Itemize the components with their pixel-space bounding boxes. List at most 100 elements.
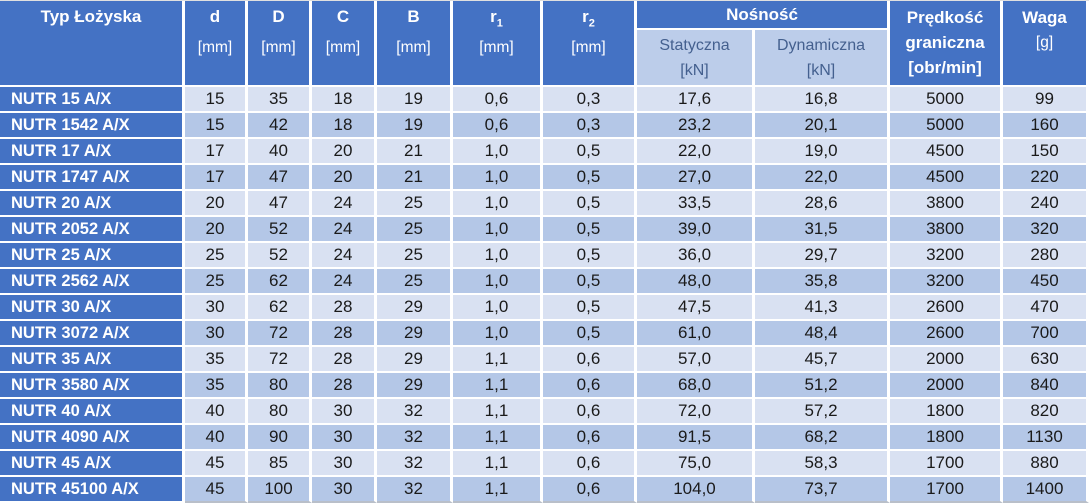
value-cell: 31,5 [755,217,891,243]
value-cell: 68,2 [755,425,891,451]
value-cell: 25 [377,243,453,269]
col-header-dynamic-load-label: Dynamiczna [776,36,866,54]
value-cell: 0,5 [543,165,637,191]
table-row: NUTR 3580 A/X 35 80 28 29 1,1 0,6 68,0 51,2 2000 8… [0,373,1089,399]
value-cell: 72 [248,321,312,347]
value-cell: 58,3 [755,451,891,477]
value-cell: 29 [377,347,453,373]
value-cell: 150 [1003,139,1089,165]
value-cell: 1,1 [453,477,543,503]
value-cell: 21 [377,139,453,165]
value-cell: 28,6 [755,191,891,217]
col-header-bearing-type: Typ Łożyska [0,1,185,87]
col-header-d: d [mm] [185,1,248,87]
value-cell: 2600 [890,321,1004,347]
col-header-D: D [mm] [248,1,312,87]
value-cell: 32 [377,399,453,425]
col-header-limiting-speed-line2: graniczna [905,33,985,52]
value-cell: 630 [1003,347,1089,373]
col-header-d-unit: [mm] [197,39,233,57]
value-cell: 27,0 [637,165,755,191]
value-cell: 1800 [890,399,1004,425]
col-header-B-unit: [mm] [396,39,431,57]
value-cell: 42 [248,113,312,139]
value-cell: 24 [312,269,377,295]
value-cell: 29 [377,321,453,347]
value-cell: 24 [312,191,377,217]
value-cell: 30 [312,399,377,425]
value-cell: 25 [377,217,453,243]
value-cell: 72 [248,347,312,373]
col-header-weight: Waga [g] [1003,1,1089,87]
value-cell: 1,1 [453,399,543,425]
value-cell: 1,1 [453,373,543,399]
value-cell: 18 [312,113,377,139]
value-cell: 5000 [890,113,1004,139]
value-cell: 0,6 [543,347,637,373]
value-cell: 29 [377,373,453,399]
bearing-type-cell: NUTR 45 A/X [0,451,185,477]
value-cell: 99 [1003,87,1089,113]
table-row: NUTR 17 A/X 17 40 20 21 1,0 0,5 22,0 19,0 4500 150 [0,139,1089,165]
value-cell: 1,1 [453,425,543,451]
table-row: NUTR 30 A/X 30 62 28 29 1,0 0,5 47,5 41,3 2600 470 [0,295,1089,321]
value-cell: 20 [312,139,377,165]
value-cell: 45 [185,477,248,503]
value-cell: 19 [377,87,453,113]
bearing-type-cell: NUTR 2562 A/X [0,269,185,295]
value-cell: 17,6 [637,87,755,113]
value-cell: 21 [377,165,453,191]
value-cell: 40 [248,139,312,165]
col-header-r2-sub: 2 [588,17,595,30]
value-cell: 32 [377,451,453,477]
value-cell: 91,5 [637,425,755,451]
value-cell: 1130 [1003,425,1089,451]
value-cell: 160 [1003,113,1089,139]
col-header-load-capacity-group: Nośność [637,1,891,30]
value-cell: 0,6 [543,373,637,399]
value-cell: 25 [377,191,453,217]
value-cell: 29 [377,295,453,321]
value-cell: 0,5 [543,295,637,321]
value-cell: 57,2 [755,399,891,425]
col-header-D-unit: [mm] [261,39,296,57]
col-header-C-label: C [336,7,350,26]
bearing-type-cell: NUTR 17 A/X [0,139,185,165]
value-cell: 18 [312,87,377,113]
value-cell: 35 [185,347,248,373]
value-cell: 0,6 [543,425,637,451]
value-cell: 0,5 [543,321,637,347]
bearing-type-cell: NUTR 15 A/X [0,87,185,113]
value-cell: 3200 [890,269,1004,295]
col-header-D-label: D [272,7,285,26]
value-cell: 840 [1003,373,1089,399]
bearing-type-cell: NUTR 45100 A/X [0,477,185,503]
value-cell: 20,1 [755,113,891,139]
value-cell: 220 [1003,165,1089,191]
value-cell: 30 [185,321,248,347]
value-cell: 47 [248,165,312,191]
value-cell: 1800 [890,425,1004,451]
value-cell: 19 [377,113,453,139]
table-row: NUTR 3072 A/X 30 72 28 29 1,0 0,5 61,0 48,4 2600 7… [0,321,1089,347]
value-cell: 820 [1003,399,1089,425]
value-cell: 57,0 [637,347,755,373]
value-cell: 0,3 [543,87,637,113]
value-cell: 1,1 [453,451,543,477]
bearing-type-cell: NUTR 1747 A/X [0,165,185,191]
value-cell: 100 [248,477,312,503]
value-cell: 75,0 [637,451,755,477]
value-cell: 104,0 [637,477,755,503]
col-header-limiting-speed-unit: [obr/min] [908,58,982,77]
col-header-r2-unit: [mm] [571,39,606,57]
bearing-type-cell: NUTR 4090 A/X [0,425,185,451]
value-cell: 29,7 [755,243,891,269]
bearing-type-cell: NUTR 1542 A/X [0,113,185,139]
value-cell: 20 [312,165,377,191]
col-header-limiting-speed-line1: Prędkość [906,8,984,27]
col-header-weight-unit: [g] [1035,34,1054,51]
value-cell: 0,5 [543,139,637,165]
value-cell: 2000 [890,347,1004,373]
value-cell: 4500 [890,165,1004,191]
value-cell: 0,5 [543,243,637,269]
